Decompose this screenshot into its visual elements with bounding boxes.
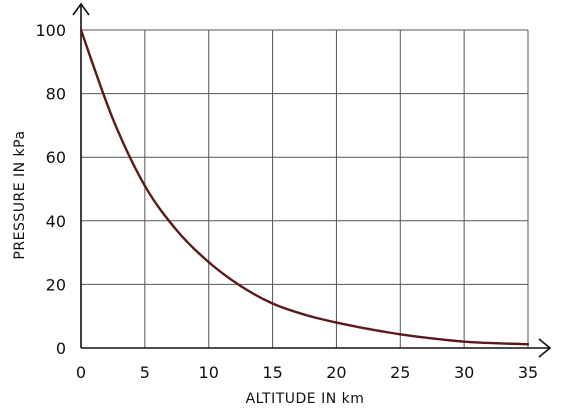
axes — [72, 2, 552, 358]
x-axis-arrow-icon — [538, 338, 552, 358]
data-point — [79, 28, 83, 32]
x-axis-label: ALTITUDE IN km — [246, 391, 365, 407]
data-point — [526, 342, 530, 346]
y-tick-labels: 0 20 40 60 80 100 — [35, 21, 66, 358]
data-point — [239, 284, 242, 288]
data-point — [143, 184, 147, 188]
data-points — [79, 28, 530, 346]
y-tick-label: 100 — [35, 21, 66, 40]
grid — [81, 29, 529, 348]
y-tick-label: 60 — [46, 148, 66, 167]
x-tick-label: 20 — [326, 363, 346, 382]
y-tick-label: 0 — [56, 339, 66, 358]
data-point — [111, 117, 115, 121]
x-tick-label: 5 — [140, 363, 150, 382]
data-point — [399, 333, 402, 336]
x-tick-label: 25 — [390, 363, 410, 382]
y-tick-label: 80 — [46, 85, 66, 104]
x-tick-labels: 0 5 10 15 20 25 30 35 — [76, 363, 538, 382]
pressure-curve — [79, 29, 529, 346]
y-axis-label: PRESSURE IN kPa — [12, 130, 28, 259]
x-tick-label: 30 — [454, 363, 474, 382]
y-axis-arrow-icon — [72, 2, 90, 16]
x-tick-label: 15 — [262, 363, 282, 382]
data-point — [431, 337, 434, 340]
data-point — [494, 342, 498, 345]
y-tick-label: 20 — [46, 275, 66, 294]
x-tick-label: 10 — [199, 363, 219, 382]
data-point — [207, 260, 210, 264]
y-tick-label: 40 — [46, 212, 66, 231]
data-point — [367, 327, 370, 331]
data-point — [462, 340, 466, 343]
x-tick-label: 0 — [76, 363, 86, 382]
data-point — [335, 321, 338, 324]
data-point — [175, 229, 178, 232]
x-tick-label: 35 — [518, 363, 538, 382]
data-point — [271, 302, 274, 305]
data-point — [303, 313, 306, 316]
